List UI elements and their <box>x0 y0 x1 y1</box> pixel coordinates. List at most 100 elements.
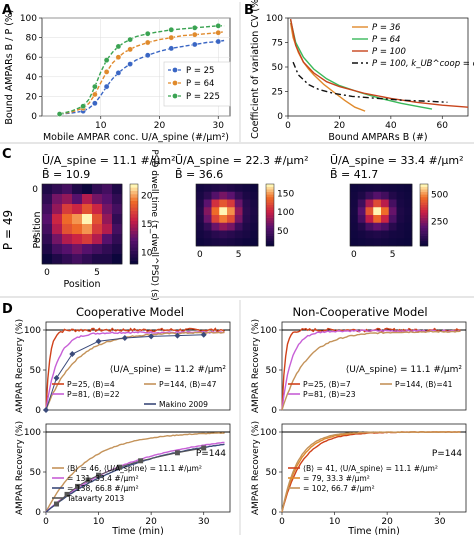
heatmap-cell <box>396 184 405 193</box>
data-point-a <box>56 111 63 117</box>
y-tick-label: 0 <box>271 406 277 416</box>
heatmap-cell <box>396 222 405 231</box>
legend-marker-a <box>172 80 178 86</box>
heatmap-cell <box>112 204 123 215</box>
legend-label-d: = 102, 66.7 #/μm² <box>303 484 375 493</box>
reference-data-point <box>64 491 70 497</box>
heatmap-cell <box>62 254 73 265</box>
reference-data-point <box>200 331 207 338</box>
data-point-a <box>191 41 198 48</box>
heatmap-cell <box>396 238 405 247</box>
heatmap-cell <box>42 214 53 225</box>
heatmap-cell <box>234 199 243 208</box>
heatmap-cell <box>203 222 212 231</box>
x-tick-label: 0 <box>43 517 49 527</box>
heatmap-cell <box>196 207 205 216</box>
heatmap-cell <box>242 230 251 239</box>
heatmap-cell <box>381 238 390 247</box>
colorbar-segment <box>130 210 138 215</box>
colorbar-segment <box>420 220 428 224</box>
heatmap-cell <box>250 191 259 200</box>
heatmap-cell <box>92 194 103 205</box>
heatmap-cell <box>102 194 113 205</box>
heatmap-cell <box>211 199 220 208</box>
heatmap-title: Ū/A_spine = 22.3 #/μm² <box>175 154 309 167</box>
panel-a: 10 20 30 0 20 40 60 80 100 Mobile AMPAR conc. U/A… <box>4 9 231 143</box>
heatmap-cell <box>82 254 93 265</box>
heatmap-cell <box>52 254 63 265</box>
colorbar-tick-label: 100 <box>277 208 294 218</box>
colorbar-frame <box>419 183 429 247</box>
colorbar-segment <box>420 230 428 234</box>
reference-data-point <box>96 472 102 478</box>
heatmap-cell <box>250 207 259 216</box>
data-point-a <box>144 30 151 37</box>
heatmap-cell <box>250 222 259 231</box>
heatmap-cell <box>203 191 212 200</box>
recovery-curve <box>45 443 225 513</box>
heatmap-cell <box>219 222 228 231</box>
reference-data-line <box>45 334 204 411</box>
series-line-a-2 <box>59 25 225 115</box>
colorbar-label-c: PSD dwell time ⟨τ_dwell^PSD⟩ (s) <box>149 149 159 300</box>
colorbar-segment <box>420 235 428 239</box>
reference-data-point <box>75 483 81 489</box>
x-tick-label: 10 <box>95 121 107 131</box>
legend-label-d: Makino 2009 <box>159 400 208 409</box>
heatmap-cell <box>388 230 397 239</box>
x-tick-label: 0 <box>285 121 291 131</box>
colorbar-segment <box>266 194 274 198</box>
colorbar-segment <box>130 217 138 221</box>
y-axis-label-b: Coefficient of variation CV (%) <box>250 0 261 139</box>
colorbar-segment <box>266 212 274 216</box>
colorbar-segment <box>266 220 274 224</box>
data-point-a <box>103 69 110 75</box>
legend-label-d: P=144, ⟨B⟩=41 <box>395 380 453 389</box>
heatmap-cell <box>404 230 413 239</box>
colorbar-segment <box>420 225 428 229</box>
colorbar-segment <box>266 207 274 211</box>
legend-label-d: = 131, 33.4 #/μm² <box>67 474 139 483</box>
heatmap-cell <box>102 224 113 235</box>
legend-label-a: P = 25 <box>186 66 214 76</box>
plot-frame <box>45 423 231 513</box>
x-tick-label: 40 <box>385 121 397 131</box>
heatmap-cell <box>219 230 228 239</box>
heatmap-cell <box>62 244 73 255</box>
reference-data-point <box>54 501 60 507</box>
heatmap-cell <box>373 184 382 193</box>
recovery-curve <box>45 327 225 411</box>
heatmap-cell <box>92 234 103 245</box>
colorbar-segment <box>266 204 274 208</box>
x-tick-label: 30 <box>213 121 225 131</box>
heatmap-cell <box>72 254 83 265</box>
heatmap-title: Ū/A_spine = 33.4 #/μm² <box>330 154 464 167</box>
colorbar-tick-label: 15 <box>141 220 152 230</box>
x-axis-label-d: Time (min) <box>111 526 164 535</box>
colorbar-segment <box>130 244 138 248</box>
y-tick-label: 100 <box>266 14 283 24</box>
heatmap-cell <box>350 230 359 239</box>
y-tick-label: 50 <box>266 468 278 478</box>
heatmap-cell <box>250 184 259 193</box>
subplot-annotation: P=144 <box>432 449 462 459</box>
heatmap-cell <box>234 184 243 193</box>
series-line-b-0 <box>289 22 366 112</box>
heatmap-cell <box>52 214 63 225</box>
colorbar-segment <box>420 194 428 198</box>
colorbar-segment <box>130 190 138 195</box>
heatmap-cell <box>357 184 366 193</box>
heatmap-cell <box>404 184 413 193</box>
legend-label-d: P=25, ⟨B⟩=7 <box>303 380 351 389</box>
y-tick-label: 0 <box>31 112 37 122</box>
heatmap-cell <box>227 222 236 231</box>
heatmap-cell <box>82 194 93 205</box>
heatmap-cell <box>357 191 366 200</box>
colorbar-segment <box>420 199 428 203</box>
panel-label-c: C <box>2 147 12 162</box>
x-tick-label: 30 <box>198 517 210 527</box>
heatmap-cell <box>234 207 243 216</box>
colorbar-segment <box>130 207 138 211</box>
colorbar-segment <box>420 184 428 187</box>
heatmap-cell <box>250 215 259 224</box>
